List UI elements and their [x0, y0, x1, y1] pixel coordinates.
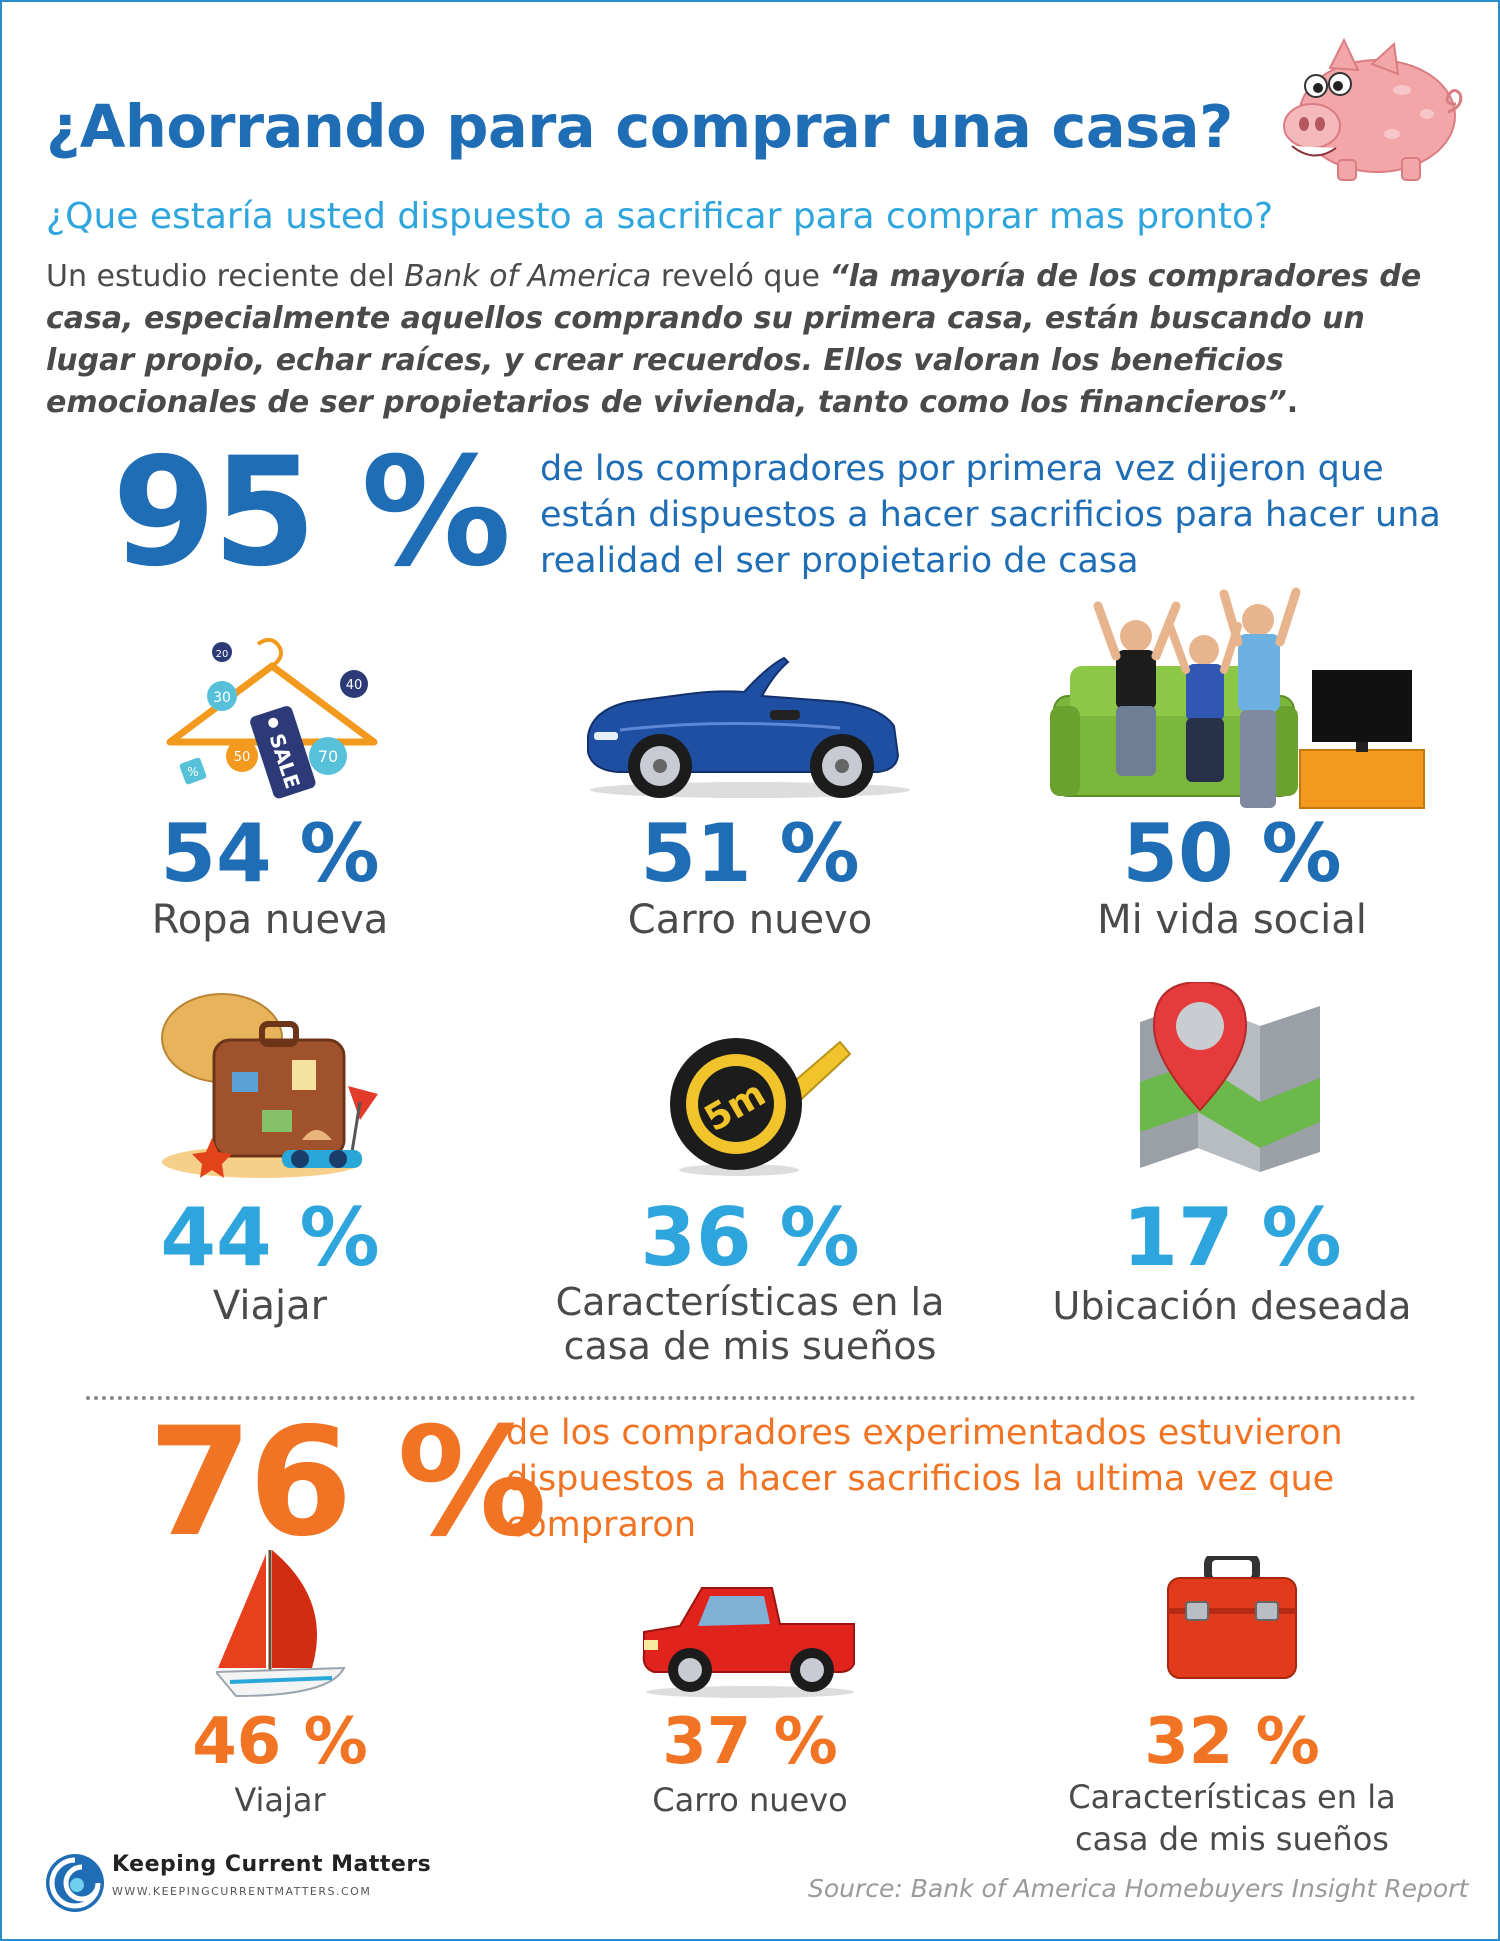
intro-paragraph: Un estudio reciente del Bank of America … [46, 259, 1422, 420]
stat-label: Ubicación deseada [1052, 1284, 1412, 1328]
sailboat-icon [216, 1550, 346, 1698]
stat-label: Viajar [234, 1781, 326, 1819]
map-pin-icon [1140, 982, 1320, 1172]
first-time-percent: 95 % [112, 426, 511, 600]
stat-percent: 51 % [640, 807, 860, 900]
svg-text:50: 50 [234, 750, 251, 765]
brand-url: WWW.KEEPINGCURRENTMATTERS.COM [112, 1885, 372, 1898]
page-title: ¿Ahorrando para comprar una casa? [46, 92, 1233, 161]
stat-label: Mi vida social [1097, 897, 1367, 943]
brand-logo-icon [46, 1854, 104, 1912]
experienced-description: de los compradores experimentados estuvi… [506, 1413, 1343, 1545]
tape-measure-icon: 5m [670, 1038, 852, 1176]
intro-source-name: Bank of America [404, 259, 652, 294]
stat-percent: 54 % [160, 807, 380, 900]
stat-percent: 44 % [160, 1191, 380, 1284]
clothes-sale-icon: 30 20 40 50 70 % SALE [166, 637, 378, 799]
intro-quote-part1: “la mayoría de los compradores de casa, … [46, 259, 1422, 378]
experienced-percent: 76 % [148, 1396, 547, 1570]
stat-label: Ropa nueva [151, 897, 389, 943]
intro-quote-part2: Ellos valoran los beneficios emocionales… [46, 343, 1287, 420]
stat-percent: 32 % [1144, 1705, 1320, 1779]
svg-text:20: 20 [216, 649, 229, 660]
svg-text:30: 30 [213, 690, 231, 706]
friends-tv-icon [1050, 587, 1425, 809]
section-divider [86, 1396, 1416, 1400]
stat-label: Características en la casa de mis sueños [555, 1280, 945, 1368]
stat-label: Viajar [212, 1283, 328, 1329]
travel-suitcase-icon [161, 993, 378, 1178]
brand-name: Keeping Current Matters [112, 1852, 432, 1877]
stat-percent: 17 % [1122, 1191, 1342, 1284]
piggy-bank-icon [1283, 37, 1463, 181]
stat-label: Características en la casa de mis sueños [1068, 1778, 1396, 1858]
page-subtitle: ¿Que estaría usted dispuesto a sacrifica… [46, 196, 1274, 237]
svg-text:40: 40 [346, 678, 363, 693]
stat-percent: 37 % [662, 1705, 838, 1779]
stat-label: Carro nuevo [627, 897, 873, 943]
convertible-car-icon [587, 656, 910, 798]
svg-text:70: 70 [318, 747, 338, 766]
svg-text:%: % [187, 765, 198, 779]
stat-label: Carro nuevo [652, 1781, 848, 1819]
stat-percent: 50 % [1122, 807, 1342, 900]
stat-percent: 36 % [640, 1191, 860, 1284]
toolbox-icon [1167, 1556, 1297, 1679]
pickup-truck-icon [642, 1587, 855, 1698]
stat-percent: 46 % [192, 1705, 368, 1779]
source-note: Source: Bank of America Homebuyers Insig… [808, 1874, 1469, 1903]
first-time-description: de los compradores por primera vez dijer… [540, 449, 1441, 581]
